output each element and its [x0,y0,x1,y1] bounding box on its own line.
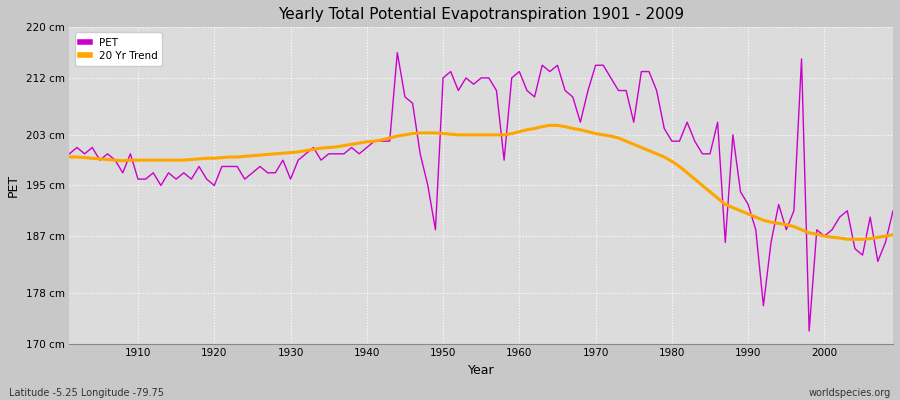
20 Yr Trend [613,136,624,140]
PET [804,328,814,333]
PET [338,152,349,156]
PET [613,88,624,93]
Title: Yearly Total Potential Evapotranspiration 1901 - 2009: Yearly Total Potential Evapotranspiratio… [278,7,684,22]
PET [514,69,525,74]
Y-axis label: PET: PET [7,174,20,197]
20 Yr Trend [544,123,555,128]
20 Yr Trend [842,237,852,242]
PET [522,88,533,93]
20 Yr Trend [514,129,525,134]
20 Yr Trend [64,154,75,159]
20 Yr Trend [125,158,136,162]
PET [64,152,75,156]
X-axis label: Year: Year [468,364,494,377]
20 Yr Trend [338,143,349,148]
PET [292,158,303,162]
Legend: PET, 20 Yr Trend: PET, 20 Yr Trend [75,32,163,66]
20 Yr Trend [292,150,303,154]
20 Yr Trend [507,131,517,136]
Line: PET: PET [69,52,893,331]
Text: worldspecies.org: worldspecies.org [809,388,891,398]
PET [125,152,136,156]
Text: Latitude -5.25 Longitude -79.75: Latitude -5.25 Longitude -79.75 [9,388,164,398]
20 Yr Trend [887,232,898,237]
PET [887,208,898,213]
PET [392,50,402,55]
Line: 20 Yr Trend: 20 Yr Trend [69,125,893,239]
